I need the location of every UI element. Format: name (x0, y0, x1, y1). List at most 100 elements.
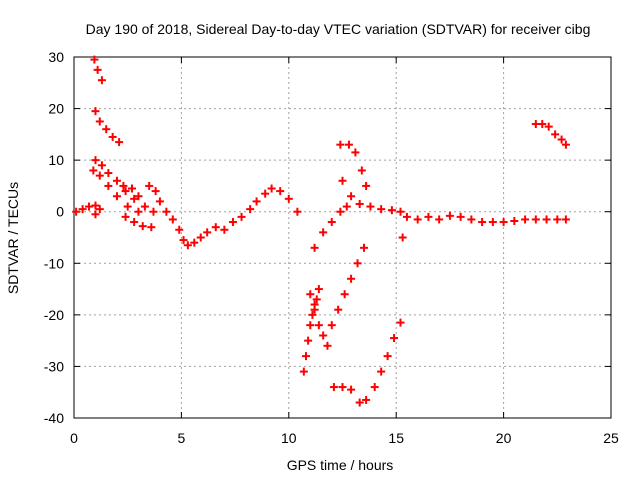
data-point (435, 215, 444, 224)
y-axis-ticks: -40 -30 -20 -10 0 10 20 30 (44, 49, 611, 426)
data-point (123, 202, 132, 211)
data-point (91, 156, 100, 165)
data-point (115, 138, 124, 147)
data-point (377, 205, 386, 214)
data-point (310, 243, 319, 252)
data-point (134, 192, 143, 201)
x-axis-ticks: 0 5 10 15 20 25 (70, 57, 619, 446)
data-point (127, 184, 136, 193)
data-point (538, 120, 547, 129)
data-point (344, 140, 353, 149)
grid-lines (74, 57, 611, 418)
data-point (284, 194, 293, 203)
data-point (168, 215, 177, 224)
data-point (521, 215, 530, 224)
data-point (112, 192, 121, 201)
data-point (134, 207, 143, 216)
data-point (220, 225, 229, 234)
data-point (334, 305, 343, 314)
data-point (211, 223, 220, 232)
data-point (366, 202, 375, 211)
data-point (190, 238, 199, 247)
data-point (130, 218, 139, 227)
x-axis-label: GPS time / hours (287, 457, 394, 473)
data-point (327, 218, 336, 227)
data-point (355, 398, 364, 407)
data-point (445, 211, 454, 220)
data-point (95, 117, 104, 126)
data-point (130, 194, 139, 203)
y-tick-label: 10 (48, 152, 64, 168)
data-point (95, 171, 104, 180)
data-point (319, 228, 328, 237)
data-point (336, 140, 345, 149)
data-point (478, 218, 487, 227)
data-point (261, 189, 270, 198)
data-point (175, 225, 184, 234)
data-point (306, 290, 315, 299)
data-point (499, 218, 508, 227)
data-point (228, 218, 237, 227)
data-point (78, 205, 87, 214)
data-point (510, 216, 519, 225)
data-point (179, 236, 188, 245)
data-point (424, 212, 433, 221)
y-tick-label: -40 (44, 410, 64, 426)
data-point (488, 218, 497, 227)
data-point (561, 215, 570, 224)
data-point (102, 125, 111, 134)
data-point (561, 140, 570, 149)
y-axis-label: SDTVAR / TECUs (5, 182, 21, 294)
data-point (155, 197, 164, 206)
data-point (342, 202, 351, 211)
data-point (97, 161, 106, 170)
data-point (340, 290, 349, 299)
data-points (72, 55, 570, 407)
y-tick-label: -20 (44, 307, 64, 323)
data-point (314, 285, 323, 294)
data-point (319, 331, 328, 340)
data-point (267, 184, 276, 193)
data-point (312, 295, 321, 304)
data-point (104, 181, 113, 190)
data-point (246, 205, 255, 214)
data-point (323, 341, 332, 350)
data-point (104, 169, 113, 178)
data-point (347, 192, 356, 201)
data-point (456, 212, 465, 221)
data-point (276, 187, 285, 196)
data-point (347, 385, 356, 394)
data-point (377, 367, 386, 376)
data-point (347, 274, 356, 283)
y-tick-label: -30 (44, 358, 64, 374)
data-point (121, 187, 130, 196)
data-point (91, 210, 100, 219)
data-point (203, 228, 212, 237)
plot-area-border (73, 56, 612, 419)
data-point (306, 321, 315, 330)
data-point (108, 132, 117, 141)
data-point (252, 197, 261, 206)
data-point (196, 233, 205, 242)
data-point (362, 395, 371, 404)
y-tick-label: 20 (48, 101, 64, 117)
data-point (119, 181, 128, 190)
data-point (121, 212, 130, 221)
data-point (151, 187, 160, 196)
x-tick-label: 25 (603, 430, 619, 446)
chart-title: Day 190 of 2018, Sidereal Day-to-day VTE… (86, 21, 591, 37)
data-point (112, 176, 121, 185)
data-point (383, 352, 392, 361)
x-tick-label: 10 (281, 430, 297, 446)
data-point (336, 207, 345, 216)
data-point (402, 212, 411, 221)
data-point (183, 241, 192, 250)
data-point (237, 212, 246, 221)
x-tick-label: 0 (70, 430, 78, 446)
data-point (338, 383, 347, 392)
data-point (314, 321, 323, 330)
data-point (310, 300, 319, 309)
data-point (557, 135, 566, 144)
data-point (308, 310, 317, 319)
